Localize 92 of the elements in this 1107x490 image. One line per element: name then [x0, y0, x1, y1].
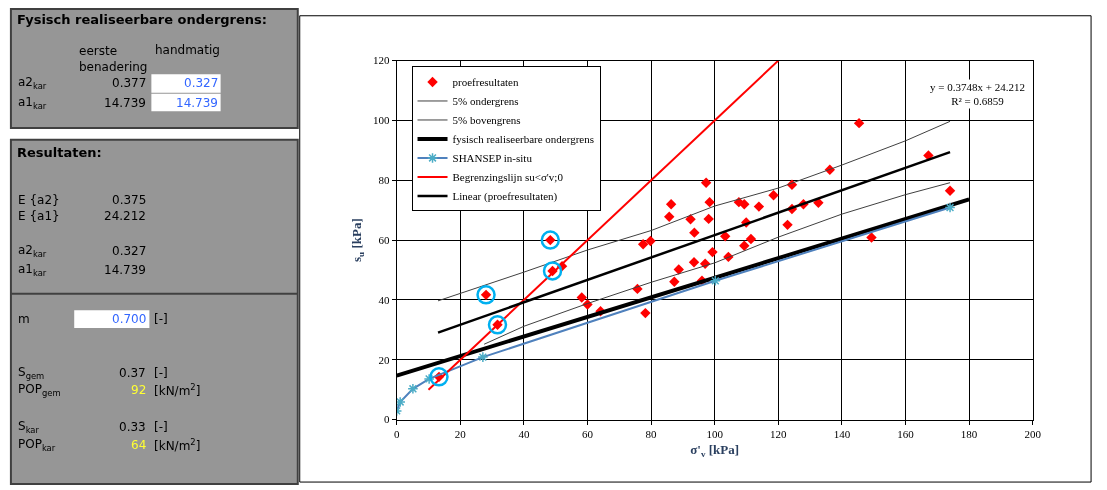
y-tick-label: 60 — [378, 233, 390, 246]
text: Resultaten: — [17, 145, 102, 160]
text: POP$_{kar}$ — [18, 437, 56, 453]
point — [703, 213, 714, 225]
x-tick-label: 140 — [833, 427, 851, 440]
point — [487, 315, 508, 335]
point — [753, 201, 765, 212]
text: 0.375 — [112, 193, 147, 207]
point — [423, 373, 435, 385]
text: 14.739 — [176, 96, 218, 110]
y-tick-label: 0 — [383, 413, 390, 426]
text: 0.327 — [184, 76, 219, 90]
text: eerste benadering — [79, 44, 148, 74]
x-tick-label: 120 — [770, 427, 788, 440]
text: [-] — [154, 366, 168, 380]
text: 24.212 — [104, 209, 146, 223]
x-tick-label: 40 — [518, 427, 530, 440]
point — [944, 185, 956, 196]
text: a1$_{kar}$ — [18, 95, 47, 111]
x-axis-title: σ'$_{v}$ [kPa] — [690, 442, 740, 460]
point — [707, 246, 718, 258]
text: handmatig — [155, 43, 220, 57]
text: m — [18, 312, 30, 326]
point — [540, 230, 561, 250]
point — [669, 276, 680, 287]
point — [542, 261, 563, 281]
text: a2$_{kar}$ — [18, 75, 47, 91]
y-tick-label: 100 — [372, 114, 390, 127]
text: S$_{kar}$ — [18, 419, 40, 435]
legend-label: 5% bovengrens — [452, 114, 521, 127]
text: 0.327 — [112, 244, 147, 258]
line-series — [483, 182, 951, 345]
text: E {a2} — [18, 193, 60, 207]
text: POP$_{gem}$ — [18, 382, 61, 398]
x-tick-label: 60 — [582, 427, 594, 440]
text: [-] — [154, 420, 168, 434]
legend-label: SHANSEP in-situ — [452, 152, 533, 165]
text: 14.739 — [104, 263, 146, 277]
point — [768, 190, 779, 201]
text: a1$_{kar}$ — [18, 262, 47, 278]
x-tick-label: 80 — [645, 427, 658, 440]
text: [kN/m$^{2}$] — [154, 437, 201, 454]
point — [709, 275, 721, 287]
point — [477, 351, 489, 363]
point — [739, 199, 750, 210]
point — [637, 239, 649, 250]
text: 0.700 — [112, 312, 147, 326]
legend-label: Begrenzingslijn su<σ'v;0 — [452, 171, 564, 184]
y-tick-label: 80 — [378, 174, 390, 187]
x-tick-label: 100 — [706, 427, 724, 440]
point — [853, 117, 865, 129]
point — [645, 235, 656, 247]
point — [688, 257, 700, 268]
text: 0.37 — [119, 366, 146, 380]
x-tick-label: 200 — [1024, 427, 1042, 440]
point — [700, 177, 712, 188]
text: S$_{gem}$ — [18, 365, 45, 381]
text: 64 — [131, 438, 147, 452]
point — [664, 211, 675, 222]
point — [407, 383, 419, 395]
point — [745, 233, 757, 245]
text: 14.739 — [104, 96, 146, 110]
point — [640, 307, 651, 319]
text: 92 — [131, 383, 147, 397]
text: [-] — [154, 312, 168, 326]
x-tick-label: 0 — [393, 427, 400, 440]
x-tick-label: 160 — [897, 427, 915, 440]
point — [665, 199, 677, 210]
point — [704, 196, 715, 208]
x-tick-label: 20 — [454, 427, 467, 440]
annotation: y = 0.3748x + 24.212 R² = 0.6859 — [930, 81, 1025, 108]
point — [576, 292, 587, 303]
point — [866, 232, 877, 243]
x-tick-label: 180 — [960, 427, 978, 440]
legend-label: 5% ondergrens — [452, 95, 519, 108]
text: 0.377 — [112, 76, 147, 90]
text: Fysisch realiseerbare ondergrens: — [17, 12, 268, 27]
point — [739, 240, 750, 252]
text: a2$_{kar}$ — [18, 243, 47, 259]
text: [kN/m$^{2}$] — [154, 382, 201, 399]
text: 0.33 — [119, 420, 146, 434]
point — [782, 219, 793, 231]
y-tick-label: 20 — [378, 353, 390, 366]
point — [720, 231, 731, 242]
y-tick-label: 120 — [372, 54, 390, 67]
legend-label: fysisch realiseerbare ondergrens — [452, 133, 595, 146]
point — [689, 227, 700, 238]
y-tick-label: 40 — [378, 293, 390, 306]
legend-label: proefresultaten — [452, 76, 519, 89]
text: E {a1} — [18, 209, 60, 223]
point — [944, 201, 956, 214]
legend-label: Linear (proefresultaten) — [452, 190, 558, 204]
